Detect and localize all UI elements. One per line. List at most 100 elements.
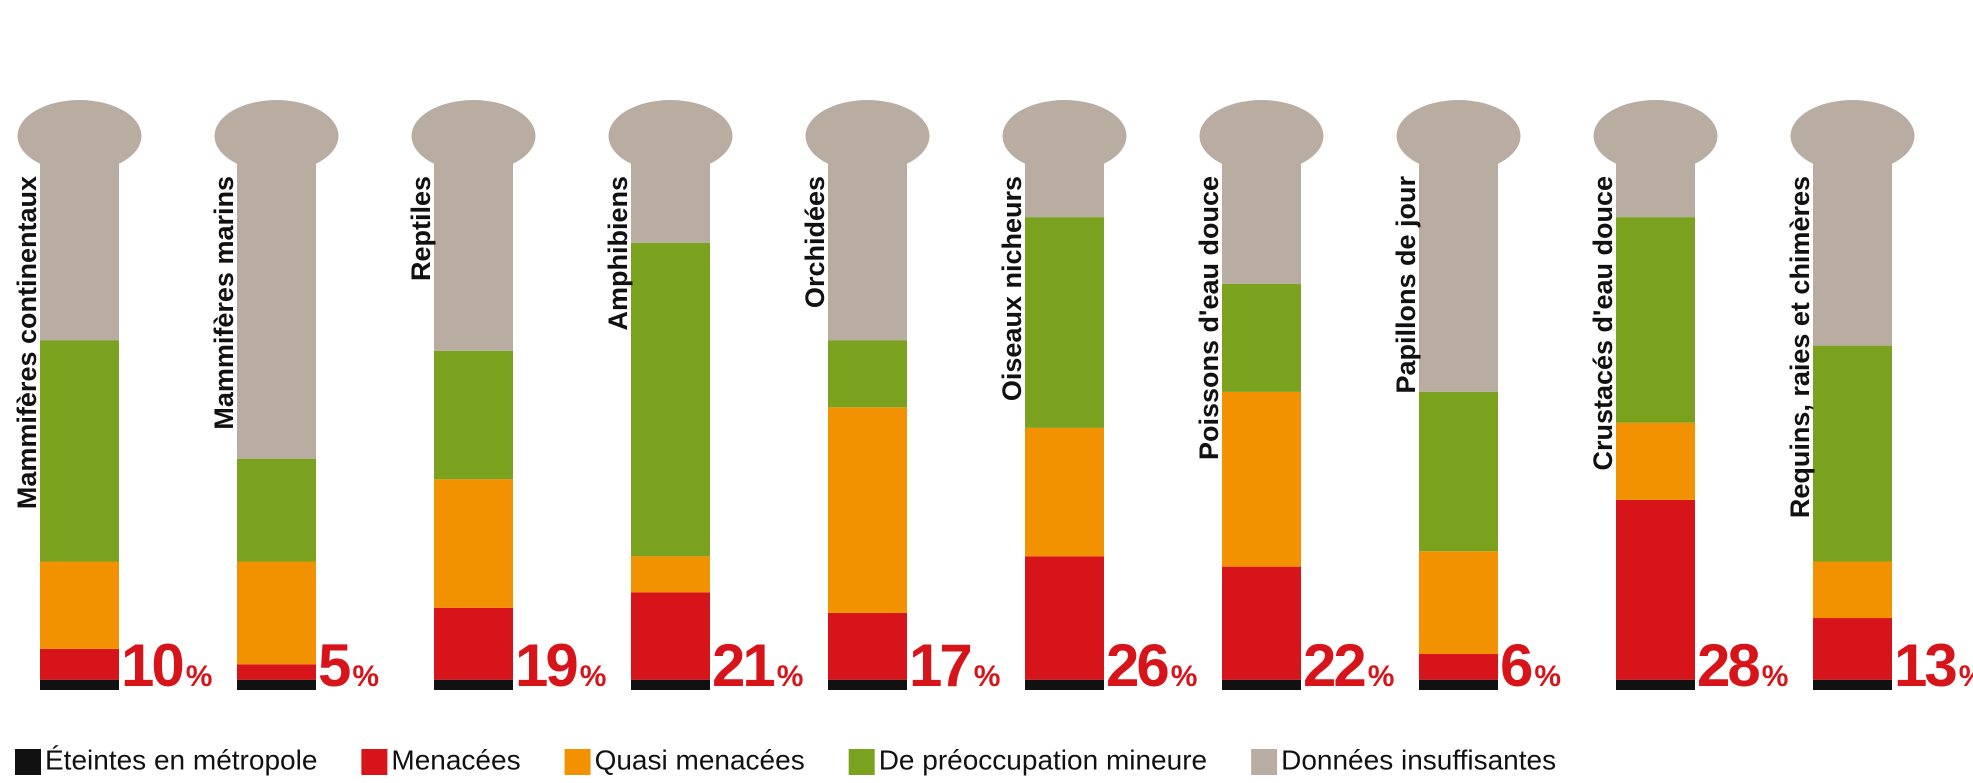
bar-segment [1222,176,1301,284]
bar-segment [434,176,513,351]
bar-segment [40,176,119,340]
bar-segment [1222,284,1301,392]
category-label: Reptiles [406,176,436,281]
bar-segment [40,680,119,690]
bar-segment [434,608,513,680]
bar-segment [434,479,513,608]
bar-segment [40,649,119,680]
bar-segment [828,340,907,407]
bar-segment [237,176,316,459]
bar-segment [1813,176,1892,346]
category-label: Orchidées [800,176,830,308]
bar-segment [828,680,907,690]
legend-label: Quasi menacées [595,744,805,775]
threatened-label: 22% [1303,632,1394,699]
threatened-value: 19 [515,632,577,699]
legend-label: De préoccupation mineure [879,744,1207,775]
threatened-label: 5% [318,632,378,699]
bar-segment [1419,551,1498,654]
threatened-unit: % [974,660,1000,693]
bar-segment [1419,680,1498,690]
threatened-unit: % [777,660,803,693]
threatened-label: 28% [1697,632,1788,699]
bar-segment [1616,217,1695,423]
legend-label: Menacées [391,744,520,775]
animal-icons [18,100,1915,180]
threatened-value: 26 [1106,632,1168,699]
threatened-unit: % [1959,660,1973,693]
bar-segment [1813,562,1892,619]
bar-segment [631,556,710,592]
bar-segment [237,680,316,690]
threatened-label: 13% [1894,632,1973,699]
bar-segment [237,562,316,665]
bar-segment [1025,176,1104,217]
legend-swatch [565,749,591,775]
bar-segment [1025,428,1104,557]
bar-segment [1616,680,1695,690]
threatened-value: 22 [1303,632,1364,699]
threatened-label: 6% [1500,632,1560,699]
category-label: Mammifères marins [209,176,239,430]
threatened-label: 19% [515,632,606,699]
bar-segment [631,592,710,679]
category-label: Mammifères continentaux [12,176,42,509]
threatened-unit: % [580,660,606,693]
bar-segment [1025,680,1104,690]
legend-label: Éteintes en métropole [45,744,317,775]
threatened-value: 17 [909,632,970,699]
bar-segment [828,407,907,613]
legend-swatch [15,749,41,775]
legend-swatch [1251,749,1277,775]
threatened-value: 13 [1894,632,1956,699]
threatened-label: 10% [121,632,212,699]
threatened-unit: % [1762,660,1788,693]
chart: Mammifères continentaux 10% Mammifères mar… [0,0,1973,783]
bar-segment [237,664,316,679]
bar-segment [1419,392,1498,551]
threatened-unit: % [1368,660,1394,693]
threatened-value: 5 [318,632,350,699]
bar-segment [1222,392,1301,567]
bar-segment [40,562,119,649]
bar-segment [1616,176,1695,217]
bar-segment [1025,217,1104,428]
bar-segment [1025,556,1104,679]
bar-segment [1419,654,1498,680]
category-label: Oiseaux nicheurs [997,176,1027,401]
category-label: Amphibiens [603,176,633,331]
category-label: Poissons d'eau douce [1194,176,1224,460]
threatened-label: 21% [712,632,803,699]
legend-label: Données insuffisantes [1281,744,1556,775]
bar-segment [631,680,710,690]
threatened-unit: % [1171,660,1197,693]
threatened-value: 21 [712,632,774,699]
bar-segment [1222,680,1301,690]
bar-segment [1813,680,1892,690]
category-label: Papillons de jour [1391,176,1421,394]
threatened-label: 26% [1106,632,1197,699]
category-label: Requins, raies et chimères [1785,176,1815,518]
legend-swatch [849,749,875,775]
bar-segment [828,176,907,340]
category-label: Crustacés d'eau douce [1588,176,1618,471]
bar-segment [1222,567,1301,680]
bar-segment [1616,423,1695,500]
threatened-value: 10 [121,632,182,699]
bar-segment [828,613,907,680]
bar-segment [631,176,710,243]
threatened-unit: % [186,660,212,693]
bar-segment [237,459,316,562]
threatened-value: 6 [1500,632,1532,699]
threatened-label: 17% [909,632,1000,699]
threatened-unit: % [352,660,378,693]
bar-segment [1616,500,1695,680]
legend-swatch [361,749,387,775]
threatened-unit: % [1534,660,1560,693]
bar-segment [40,340,119,561]
threatened-value: 28 [1697,632,1759,699]
bar-segment [631,243,710,557]
bar-segment [434,351,513,480]
bar-segment [434,680,513,690]
bar-segment [1813,346,1892,562]
